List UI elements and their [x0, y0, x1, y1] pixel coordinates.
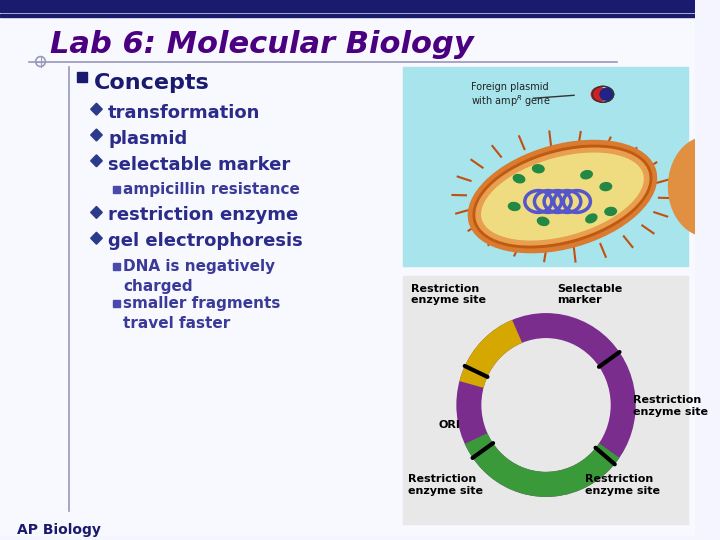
- Ellipse shape: [476, 148, 649, 245]
- Ellipse shape: [591, 87, 607, 101]
- Polygon shape: [91, 232, 102, 244]
- Text: AP Biology: AP Biology: [17, 523, 102, 537]
- Ellipse shape: [600, 89, 613, 100]
- Ellipse shape: [482, 154, 643, 239]
- Polygon shape: [91, 206, 102, 218]
- Bar: [113, 186, 120, 193]
- Bar: [77, 72, 87, 83]
- Ellipse shape: [513, 174, 525, 183]
- Ellipse shape: [538, 217, 549, 226]
- Ellipse shape: [581, 170, 592, 179]
- Ellipse shape: [482, 153, 642, 240]
- Ellipse shape: [468, 140, 657, 253]
- Ellipse shape: [600, 183, 611, 191]
- Text: ORI: ORI: [438, 420, 461, 430]
- Text: Lab 6: Molecular Biology: Lab 6: Molecular Biology: [50, 30, 474, 59]
- Text: Selectable
marker: Selectable marker: [557, 284, 623, 306]
- Bar: [0, 0, 695, 12]
- Text: DNA is negatively
charged: DNA is negatively charged: [124, 259, 276, 294]
- Text: Restriction
enzyme site: Restriction enzyme site: [633, 395, 708, 417]
- Ellipse shape: [533, 165, 544, 173]
- Text: smaller fragments
travel faster: smaller fragments travel faster: [124, 296, 281, 330]
- Text: restriction enzyme: restriction enzyme: [108, 206, 298, 225]
- Text: transformation: transformation: [108, 104, 261, 122]
- Text: ampicillin resistance: ampicillin resistance: [124, 181, 300, 197]
- Ellipse shape: [473, 145, 652, 248]
- Text: Restriction
enzyme site: Restriction enzyme site: [585, 475, 660, 496]
- Bar: [403, 68, 688, 266]
- Text: Restriction
enzyme site: Restriction enzyme site: [408, 475, 483, 496]
- Text: selectable marker: selectable marker: [108, 156, 290, 174]
- Ellipse shape: [669, 137, 720, 236]
- Bar: [113, 300, 120, 307]
- Bar: [403, 276, 688, 524]
- Bar: [0, 14, 695, 17]
- Bar: [113, 263, 120, 270]
- Ellipse shape: [606, 207, 616, 216]
- Text: Restriction
enzyme site: Restriction enzyme site: [411, 284, 486, 306]
- Polygon shape: [91, 129, 102, 141]
- Ellipse shape: [508, 202, 520, 211]
- Text: Concepts: Concepts: [94, 73, 210, 93]
- Text: gel electrophoresis: gel electrophoresis: [108, 232, 303, 250]
- Text: plasmid: plasmid: [108, 130, 187, 148]
- Ellipse shape: [593, 86, 613, 102]
- Text: Foreign plasmid: Foreign plasmid: [471, 83, 549, 92]
- Text: with amp$^R$ gene: with amp$^R$ gene: [471, 93, 550, 109]
- Ellipse shape: [586, 214, 597, 223]
- Polygon shape: [91, 155, 102, 167]
- Polygon shape: [91, 103, 102, 115]
